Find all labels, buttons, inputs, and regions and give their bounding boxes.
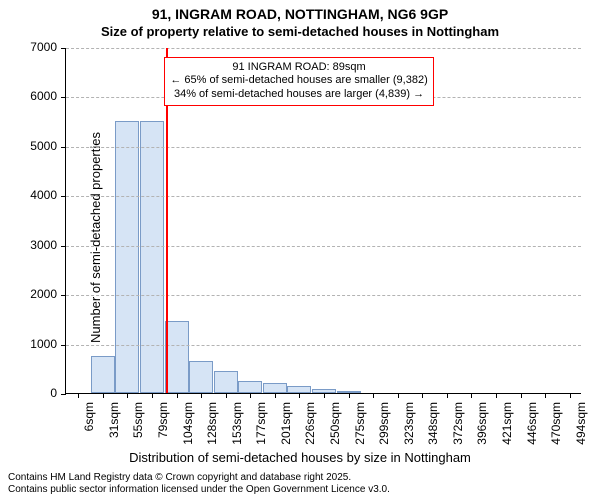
histogram-bar <box>263 383 287 393</box>
gridline <box>66 246 581 247</box>
annotation-line-3: 34% of semi-detached houses are larger (… <box>168 88 430 102</box>
x-tick-mark <box>103 393 104 398</box>
histogram-bar <box>238 381 262 393</box>
x-tick-mark <box>226 393 227 398</box>
x-tick-mark <box>152 393 153 398</box>
x-tick-mark <box>201 393 202 398</box>
histogram-bar <box>91 356 115 393</box>
y-tick-label: 3000 <box>0 238 57 252</box>
gridline <box>66 295 581 296</box>
annotation-box: 91 INGRAM ROAD: 89sqm ← 65% of semi-deta… <box>164 57 434 106</box>
x-axis-label: Distribution of semi-detached houses by … <box>0 450 600 465</box>
y-tick-label: 5000 <box>0 139 57 153</box>
credits: Contains HM Land Registry data © Crown c… <box>8 472 390 496</box>
x-tick-mark <box>447 393 448 398</box>
histogram-bar <box>287 386 311 393</box>
x-tick-mark <box>177 393 178 398</box>
y-tick-label: 0 <box>0 386 57 400</box>
credits-line-1: Contains HM Land Registry data © Crown c… <box>8 472 390 484</box>
histogram-chart: 91, INGRAM ROAD, NOTTINGHAM, NG6 9GP Siz… <box>0 0 600 500</box>
x-tick-mark <box>78 393 79 398</box>
x-tick-mark <box>275 393 276 398</box>
histogram-bar <box>140 121 164 393</box>
gridline <box>66 147 581 148</box>
y-tick-mark <box>61 147 66 148</box>
y-tick-label: 6000 <box>0 89 57 103</box>
y-tick-label: 4000 <box>0 188 57 202</box>
histogram-bar <box>214 371 238 393</box>
gridline <box>66 345 581 346</box>
y-tick-mark <box>61 196 66 197</box>
x-tick-mark <box>471 393 472 398</box>
x-tick-mark <box>250 393 251 398</box>
x-tick-mark <box>127 393 128 398</box>
histogram-bar <box>165 321 189 393</box>
gridline <box>66 48 581 49</box>
credits-line-2: Contains public sector information licen… <box>8 484 390 496</box>
y-tick-mark <box>61 48 66 49</box>
y-tick-mark <box>61 295 66 296</box>
gridline <box>66 196 581 197</box>
annotation-line-2: ← 65% of semi-detached houses are smalle… <box>168 74 430 88</box>
y-tick-label: 1000 <box>0 337 57 351</box>
x-tick-mark <box>496 393 497 398</box>
x-tick-mark <box>324 393 325 398</box>
y-tick-mark <box>61 394 66 395</box>
chart-subtitle: Size of property relative to semi-detach… <box>0 24 600 39</box>
x-tick-mark <box>299 393 300 398</box>
plot-area: 91 INGRAM ROAD: 89sqm ← 65% of semi-deta… <box>65 48 581 394</box>
x-tick-mark <box>422 393 423 398</box>
x-tick-mark <box>398 393 399 398</box>
x-tick-mark <box>521 393 522 398</box>
x-tick-mark <box>373 393 374 398</box>
x-tick-mark <box>349 393 350 398</box>
y-tick-mark <box>61 246 66 247</box>
x-tick-mark <box>570 393 571 398</box>
y-tick-label: 7000 <box>0 40 57 54</box>
annotation-line-1: 91 INGRAM ROAD: 89sqm <box>168 61 430 75</box>
y-tick-mark <box>61 97 66 98</box>
histogram-bar <box>115 121 139 393</box>
y-tick-mark <box>61 345 66 346</box>
x-tick-mark <box>545 393 546 398</box>
histogram-bar <box>189 361 213 393</box>
chart-title: 91, INGRAM ROAD, NOTTINGHAM, NG6 9GP <box>0 6 600 22</box>
y-tick-label: 2000 <box>0 287 57 301</box>
